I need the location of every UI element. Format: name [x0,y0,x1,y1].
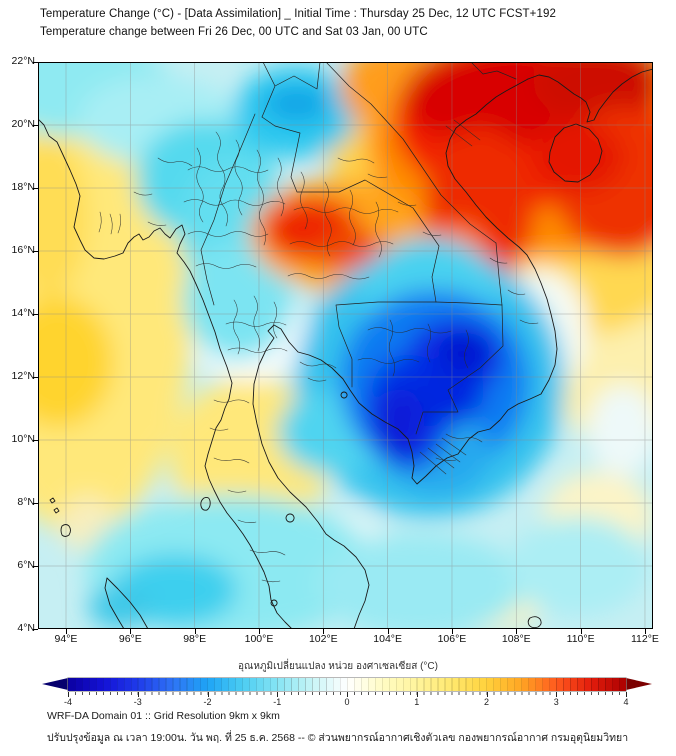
island-natuna [527,616,542,629]
x-tick-mark [130,629,132,634]
border-laos-cambodia [435,301,503,306]
islands-gulf [270,391,348,607]
x-tick-label: 110°E [566,633,595,645]
y-tick-label: 18°N [11,181,35,193]
colorbar-right-arrow [626,678,652,690]
footer-model-info: WRF-DA Domain 01 :: Grid Resolution 9km … [47,710,280,722]
border-laos-vietnam [325,62,497,244]
x-tick-mark [451,629,453,634]
border-thailand-cambodia [335,301,437,388]
x-tick-label: 104°E [373,633,402,645]
y-tick-label: 16°N [11,244,35,256]
y-tick-mark [33,566,38,567]
x-tick-mark [644,629,646,634]
y-tick-label: 22°N [11,55,35,67]
colorbar-tick-label: 3 [553,697,559,707]
y-tick-mark [33,629,38,630]
colorbar-tick-label: -1 [273,697,282,707]
colorbar-major-tick [68,692,69,697]
colorbar-tick-label: -3 [133,697,142,707]
border-thailand-laos-mekong [261,116,440,303]
x-tick-mark [387,629,389,634]
y-tick-label: 20°N [11,118,35,130]
island-hainan [548,123,603,183]
y-tick-label: 4°N [17,622,35,634]
y-tick-mark [33,503,38,504]
y-tick-label: 12°N [11,370,35,382]
country-borders [200,62,517,435]
border-china-vietnam [470,62,517,80]
x-tick-label: 96°E [118,633,142,645]
map-canvas [38,62,653,629]
y-tick-mark [33,314,38,315]
colorbar-major-tick [416,692,418,697]
colorbar-major-tick [347,692,348,697]
footer-agency-info: ปรับปรุงข้อมูล ณ เวลา 19:00น. วัน พฤ. ที… [47,732,629,744]
y-tick-mark [33,440,38,441]
map-frame [38,62,653,629]
colorbar-tick-label: -2 [203,697,212,707]
colorbar-major-tick [556,692,558,697]
coastlines [38,68,653,629]
colorbar-tick-label: 0 [344,697,350,707]
y-tick-label: 6°N [17,559,35,571]
map-plot [38,62,653,629]
y-tick-mark [33,251,38,252]
coastline-gulf-vietnam [252,78,558,629]
x-tick-label: 98°E [183,633,207,645]
x-tick-label: 108°E [501,633,531,645]
x-tick-mark [516,629,518,634]
coastline-china [527,68,653,123]
border-vietnam-cambodia [415,242,504,435]
x-tick-mark [194,629,196,634]
y-tick-mark [33,188,38,189]
x-tick-mark [580,629,582,634]
y-tick-mark [33,62,38,63]
y-tick-label: 10°N [11,433,35,445]
colorbar-cell-dividers [68,678,626,691]
colorbar-tick-label: 2 [483,697,489,707]
y-tick-mark [33,125,38,126]
colorbar-tick-label: 1 [414,697,420,707]
colorbar-left-arrow [42,678,68,690]
grid-lines [38,62,653,629]
y-tick-mark [33,377,38,378]
page-subtitle: Temperature change between Fri 26 Dec, 0… [40,26,428,38]
colorbar-major-tick [137,692,139,697]
x-tick-label: 106°E [437,633,467,645]
page-title: Temperature Change (°C) - [Data Assimila… [40,8,556,20]
colorbar-major-tick [626,692,627,697]
x-tick-mark [66,629,67,634]
coastline-mainland-west [38,118,293,629]
colorbar-tick-label: -4 [63,697,72,707]
colorbar [68,678,626,691]
temperature-field [38,62,653,629]
colorbar-major-tick [486,692,488,697]
x-tick-label: 94°E [54,633,78,645]
x-tick-label: 102°E [308,633,338,645]
x-tick-label: 100°E [244,633,274,645]
y-tick-label: 14°N [11,307,35,319]
island-sumatra [104,577,149,629]
colorbar-label: อุณหภูมิเปลี่ยนแปลง หน่วย องศาเซลเซียส (… [238,661,438,672]
islands-andaman [49,497,71,537]
colorbar-major-tick [207,692,209,697]
y-tick-label: 8°N [17,496,35,508]
x-tick-mark [258,629,260,634]
colorbar-major-tick [277,692,279,697]
province-boundaries [98,119,539,583]
island-phuket [200,496,211,511]
border-myanmar-thailand [200,113,256,306]
border-china-laos-myanmar [261,62,321,118]
colorbar-tick-label: 4 [623,697,629,707]
x-tick-label: 112°E [630,633,659,645]
x-tick-mark [323,629,325,634]
